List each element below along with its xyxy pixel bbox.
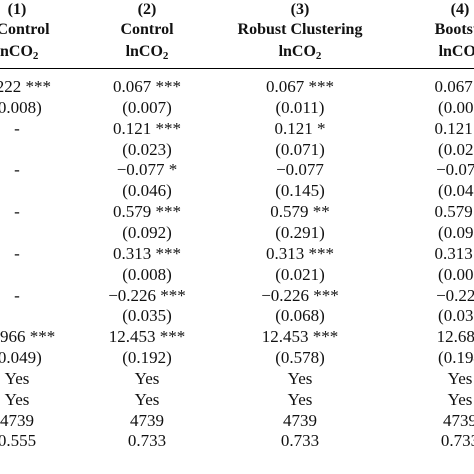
- table-cell: 12.682: [436, 327, 474, 347]
- table-cell: −0.226: [436, 285, 474, 305]
- dependent-variable: lnCO2: [405, 42, 474, 62]
- column-title: Bootstr: [434, 21, 474, 38]
- table-cell: −0.226 ***: [108, 285, 186, 305]
- table-cell: 0.733: [440, 431, 474, 451]
- dependent-variable-subscript: 2: [162, 50, 169, 62]
- table-cell: 0.121 *: [274, 118, 326, 138]
- table-cell: (0.291): [275, 222, 325, 242]
- dependent-variable-name: lnCO: [278, 43, 316, 60]
- dependent-variable: lnCO2: [92, 42, 202, 62]
- table-cell: -: [14, 202, 20, 222]
- table-cell: 0.313 ***: [266, 243, 334, 263]
- table-cell: (0.145): [275, 181, 325, 201]
- column-number: (2): [137, 1, 157, 18]
- table-cell: (0.035): [122, 306, 172, 326]
- column-title: Robust Clustering: [237, 21, 363, 38]
- table-cell: 0.579 **: [270, 202, 330, 222]
- table-cell: −0.077 *: [116, 160, 178, 180]
- column-title: o Control: [0, 21, 50, 38]
- table-cell: 0.733: [127, 431, 167, 451]
- table-cell: (0.008: [438, 264, 474, 284]
- table-cell: -: [14, 118, 20, 138]
- table-cell: Yes: [447, 389, 473, 409]
- table-cell: 0.313 *: [434, 243, 474, 263]
- column-number: (3): [290, 1, 310, 18]
- table-cell: 12.453 ***: [108, 327, 186, 347]
- table-cell: 0.067 ***: [113, 77, 181, 96]
- dependent-variable: lnCO2: [220, 42, 380, 62]
- table-cell: (0.049): [0, 348, 42, 368]
- table-cell: 13.966 ***: [0, 327, 56, 347]
- dependent-variable-name: lnCO: [0, 43, 33, 60]
- table-cell: 0.313 ***: [113, 243, 181, 263]
- table-cell: (0.008): [0, 97, 42, 117]
- table-cell: Yes: [287, 389, 313, 409]
- table-cell: -: [14, 243, 20, 263]
- table-cell: 0.555: [0, 431, 37, 451]
- dependent-variable-name: lnCO: [125, 43, 163, 60]
- table-cell: (0.025: [438, 139, 474, 159]
- table-cell: Yes: [134, 389, 160, 409]
- table-cell: (0.092): [122, 222, 172, 242]
- table-cell: −0.226 ***: [261, 285, 339, 305]
- dependent-variable-name: lnCO: [438, 43, 474, 60]
- dependent-variable-subscript: 2: [32, 50, 39, 62]
- table-cell: (0.046): [122, 181, 172, 201]
- header-rule: [0, 68, 474, 69]
- table-cell: (0.099: [438, 222, 474, 242]
- table-cell: 0.121 *: [434, 118, 474, 138]
- dependent-variable: lnCO2: [0, 42, 72, 62]
- table-cell: 0.579 *: [434, 202, 474, 222]
- table-cell: 4739: [0, 410, 34, 430]
- table-cell: (0.021): [275, 264, 325, 284]
- table-cell: (0.071): [275, 139, 325, 159]
- table-cell: (0.006: [438, 97, 474, 117]
- table-cell: -: [14, 160, 20, 180]
- table-cell: 0.121 ***: [113, 118, 181, 138]
- table-cell: (0.194: [438, 348, 474, 368]
- table-cell: Yes: [134, 368, 160, 388]
- table-cell: 0.067 ***: [266, 77, 334, 96]
- table-cell: (0.578): [275, 348, 325, 368]
- table-cell: 0.733: [280, 431, 320, 451]
- table-cell: (0.008): [122, 264, 172, 284]
- table-cell: 4739: [443, 410, 474, 430]
- table-cell: 4739: [130, 410, 164, 430]
- table-cell: (0.036: [438, 306, 474, 326]
- table-cell: 0.067 *: [434, 77, 474, 96]
- column-number: (4): [450, 1, 470, 18]
- table-cell: 4739: [283, 410, 317, 430]
- table-cell: −0.077: [276, 160, 324, 180]
- table-cell: (0.007): [122, 97, 172, 117]
- table-cell: (0.023): [122, 139, 172, 159]
- table-cell: (0.068): [275, 306, 325, 326]
- dependent-variable-subscript: 2: [315, 50, 322, 62]
- table-cell: -: [14, 285, 20, 305]
- table-cell: −0.077: [436, 160, 474, 180]
- column-title: Control: [120, 21, 174, 38]
- table-cell: 12.453 ***: [261, 327, 339, 347]
- table-cell: (0.043: [438, 181, 474, 201]
- table-cell: (0.011): [275, 97, 325, 117]
- table-cell: Yes: [4, 368, 30, 388]
- table-cell: (0.192): [122, 348, 172, 368]
- table-cell: Yes: [287, 368, 313, 388]
- table-cell: Yes: [4, 389, 30, 409]
- table-cell: Yes: [447, 368, 473, 388]
- column-number: (1): [7, 1, 27, 18]
- table-cell: 0.222 ***: [0, 77, 51, 96]
- table-cell: 0.579 ***: [113, 202, 181, 222]
